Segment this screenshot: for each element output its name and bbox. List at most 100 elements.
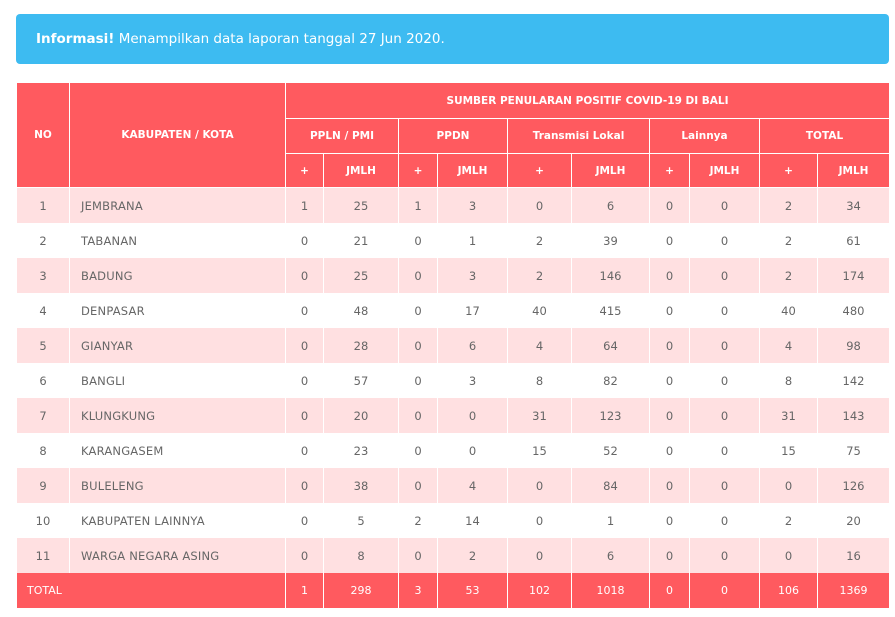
cell-new: 0	[398, 398, 438, 433]
row-number: 3	[16, 258, 70, 293]
kabupaten-name: WARGA NEGARA ASING	[69, 538, 286, 573]
cell-new: 0	[285, 503, 324, 538]
cell-new: 1	[285, 187, 324, 223]
cell-total: 1	[437, 223, 508, 258]
cell-total: 21	[323, 223, 399, 258]
cell-total: 28	[323, 328, 399, 363]
table-body: 1 JEMBRANA 1 25 1 3 0 6 0 0 2 34 2 TABANAN 0 21 0 1 2 39 0 0 2…	[16, 187, 891, 573]
kabupaten-name: BANGLI	[69, 363, 286, 398]
cell-new: 0	[285, 538, 324, 573]
kabupaten-name: TABANAN	[69, 223, 286, 258]
table-row: 3 BADUNG 0 25 0 3 2 146 0 0 2 174	[16, 258, 891, 293]
kabupaten-name: KLUNGKUNG	[69, 398, 286, 433]
cell-total: 34	[816, 187, 891, 223]
total-row: TOTAL 1 298 3 53 102 1018 0 0 106 1369	[16, 573, 891, 608]
cell-new: 40	[759, 293, 818, 328]
cell-new: 0	[649, 363, 690, 398]
cell-total: 17	[437, 293, 508, 328]
row-number: 1	[16, 187, 70, 223]
cell-total: 6	[571, 187, 650, 223]
cell-new: 2	[759, 187, 818, 223]
cell-new: 2	[507, 258, 572, 293]
cell-total: 6	[437, 328, 508, 363]
cell-total: 5	[323, 503, 399, 538]
header-plus: +	[507, 153, 572, 188]
kabupaten-name: KARANGASEM	[69, 433, 286, 468]
cell-new: 0	[507, 468, 572, 503]
table-row: 8 KARANGASEM 0 23 0 0 15 52 0 0 15 75	[16, 433, 891, 468]
cell-total: 39	[571, 223, 650, 258]
table-row: 11 WARGA NEGARA ASING 0 8 0 2 0 6 0 0 0 16	[16, 538, 891, 573]
row-number: 7	[16, 398, 70, 433]
cell-total: 75	[816, 433, 891, 468]
header-category: PPDN	[398, 118, 508, 154]
alert-title: Informasi!	[36, 31, 115, 47]
cell-new: 2	[759, 258, 818, 293]
cell-total: 480	[816, 293, 891, 328]
row-number: 4	[16, 293, 70, 328]
cell-total: 143	[816, 398, 891, 433]
total-cell: 3	[398, 573, 438, 608]
cell-total: 3	[437, 363, 508, 398]
header-jmlh: JMLH	[689, 153, 760, 188]
header-category: Lainnya	[649, 118, 760, 154]
cell-total: 57	[323, 363, 399, 398]
cell-total: 0	[689, 187, 760, 223]
kabupaten-name: JEMBRANA	[69, 187, 286, 223]
cell-new: 0	[649, 538, 690, 573]
cell-total: 25	[323, 187, 399, 223]
cell-total: 174	[816, 258, 891, 293]
cell-new: 15	[507, 433, 572, 468]
total-cell: 1	[285, 573, 324, 608]
cell-new: 0	[507, 187, 572, 223]
cell-new: 0	[398, 468, 438, 503]
cell-total: 0	[689, 398, 760, 433]
header-jmlh: JMLH	[323, 153, 399, 188]
cell-new: 0	[507, 538, 572, 573]
cell-total: 0	[689, 328, 760, 363]
cell-new: 0	[285, 223, 324, 258]
cell-new: 0	[759, 538, 818, 573]
cell-new: 0	[285, 293, 324, 328]
cell-total: 0	[689, 258, 760, 293]
cell-total: 20	[323, 398, 399, 433]
cell-total: 16	[816, 538, 891, 573]
cell-total: 0	[689, 223, 760, 258]
cell-total: 0	[437, 398, 508, 433]
cell-new: 0	[649, 433, 690, 468]
cell-new: 0	[649, 328, 690, 363]
total-cell: 53	[437, 573, 508, 608]
header-plus: +	[759, 153, 818, 188]
cell-new: 15	[759, 433, 818, 468]
row-number: 10	[16, 503, 70, 538]
cell-total: 20	[816, 503, 891, 538]
cell-total: 123	[571, 398, 650, 433]
cell-new: 0	[398, 328, 438, 363]
row-number: 5	[16, 328, 70, 363]
header-plus: +	[285, 153, 324, 188]
total-cell: 106	[759, 573, 818, 608]
cell-new: 2	[759, 503, 818, 538]
total-cell: 102	[507, 573, 572, 608]
kabupaten-name: GIANYAR	[69, 328, 286, 363]
cell-total: 82	[571, 363, 650, 398]
cell-new: 0	[507, 503, 572, 538]
cell-total: 64	[571, 328, 650, 363]
cell-total: 0	[689, 503, 760, 538]
cell-total: 98	[816, 328, 891, 363]
row-number: 8	[16, 433, 70, 468]
cell-total: 48	[323, 293, 399, 328]
cell-new: 0	[285, 433, 324, 468]
row-number: 9	[16, 468, 70, 503]
covid-source-table: NO KABUPATEN / KOTA SUMBER PENULARAN POS…	[16, 82, 891, 608]
cell-new: 31	[759, 398, 818, 433]
table-row: 10 KABUPATEN LAINNYA 0 5 2 14 0 1 0 0 2 20	[16, 503, 891, 538]
cell-total: 415	[571, 293, 650, 328]
alert-message: Menampilkan data laporan tanggal 27 Jun …	[114, 31, 445, 47]
header-no: NO	[16, 82, 70, 188]
table-row: 4 DENPASAR 0 48 0 17 40 415 0 0 40 480	[16, 293, 891, 328]
header-kabupaten: KABUPATEN / KOTA	[69, 82, 286, 188]
cell-total: 3	[437, 258, 508, 293]
cell-total: 146	[571, 258, 650, 293]
cell-new: 2	[759, 223, 818, 258]
